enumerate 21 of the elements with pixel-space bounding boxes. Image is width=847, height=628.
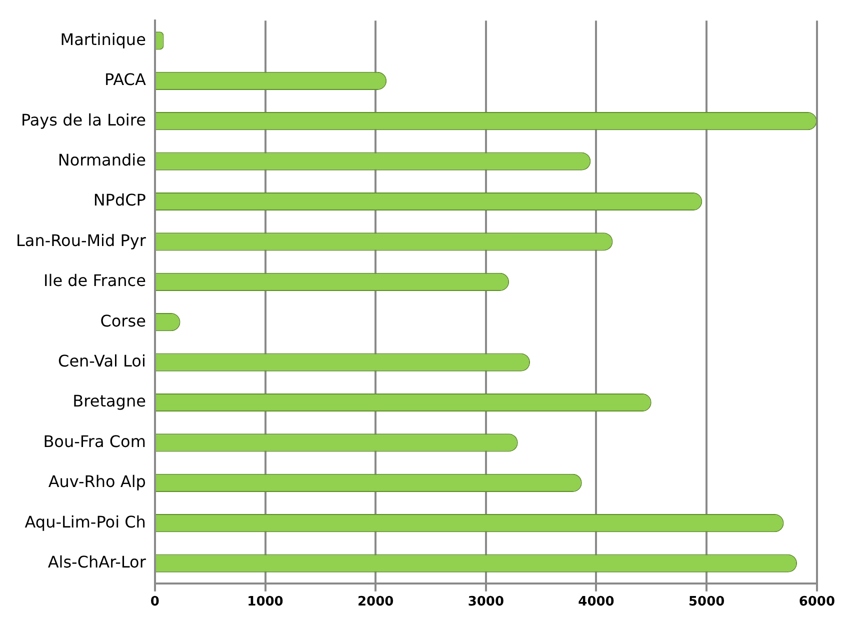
y-tick-label: Cen-Val Loi — [58, 351, 146, 370]
x-tick-label: 5000 — [688, 594, 725, 610]
y-tick-label: Auv-Rho Alp — [48, 472, 146, 492]
y-tick-label: Normandie — [58, 150, 146, 170]
y-tick-label: Martinique — [60, 30, 146, 49]
y-tick-label: Ile de France — [44, 271, 146, 290]
x-tick-label: 1000 — [247, 594, 284, 610]
y-tick-label: Aqu-Lim-Poi Ch — [24, 512, 146, 532]
y-tick-label: Als-ChAr-Lor — [48, 552, 146, 572]
x-tick-label: 6000 — [798, 594, 836, 610]
x-tick-label: 4000 — [578, 594, 614, 610]
y-tick-label: Bou-Fra Com — [43, 432, 146, 451]
x-tick-label: 3000 — [468, 594, 504, 610]
y-tick-label: Lan-Rou-Mid Pyr — [16, 230, 146, 250]
y-tick-label: Pays de la Loire — [20, 110, 146, 130]
y-tick-label: NPdCP — [93, 190, 146, 210]
y-tick-label: Bretagne — [72, 392, 146, 411]
y-tick-label: Corse — [100, 311, 146, 330]
x-tick-label: 0 — [150, 594, 160, 610]
y-tick-label: PACA — [104, 70, 146, 90]
x-tick-label: 2000 — [357, 594, 394, 610]
